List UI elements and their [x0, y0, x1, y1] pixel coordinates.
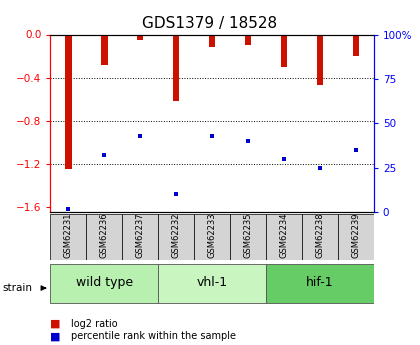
Bar [50, 214, 87, 260]
Bar [281, 34, 287, 67]
Bar [353, 34, 359, 56]
Text: GSM62239: GSM62239 [352, 212, 360, 258]
Text: GSM62234: GSM62234 [279, 212, 289, 258]
Bar [137, 34, 144, 40]
Bar [266, 264, 374, 303]
Bar [101, 34, 108, 65]
Text: GSM62231: GSM62231 [64, 212, 73, 258]
Text: wild type: wild type [76, 276, 133, 289]
Text: GSM62232: GSM62232 [172, 212, 181, 258]
Bar [173, 34, 179, 101]
Bar [338, 214, 374, 260]
Bar [209, 34, 215, 47]
Bar [158, 264, 266, 303]
Text: strain: strain [2, 283, 32, 293]
Text: GSM62235: GSM62235 [244, 212, 252, 258]
Text: ■: ■ [50, 332, 61, 341]
Bar [122, 214, 158, 260]
Bar [50, 264, 158, 303]
Bar [158, 214, 194, 260]
Text: hif-1: hif-1 [306, 276, 334, 289]
Bar [230, 214, 266, 260]
Text: GSM62236: GSM62236 [100, 212, 109, 258]
Bar [245, 34, 251, 45]
Text: log2 ratio: log2 ratio [71, 319, 118, 328]
Text: percentile rank within the sample: percentile rank within the sample [71, 332, 236, 341]
Text: vhl-1: vhl-1 [197, 276, 228, 289]
Text: GSM62237: GSM62237 [136, 212, 145, 258]
Bar [87, 214, 122, 260]
Text: GDS1379 / 18528: GDS1379 / 18528 [142, 16, 278, 30]
Bar [302, 214, 338, 260]
Bar [317, 34, 323, 85]
Text: ■: ■ [50, 319, 61, 328]
Text: GSM62238: GSM62238 [315, 212, 324, 258]
Bar [65, 34, 71, 169]
Text: GSM62233: GSM62233 [207, 212, 217, 258]
Bar [266, 214, 302, 260]
Bar [194, 214, 230, 260]
